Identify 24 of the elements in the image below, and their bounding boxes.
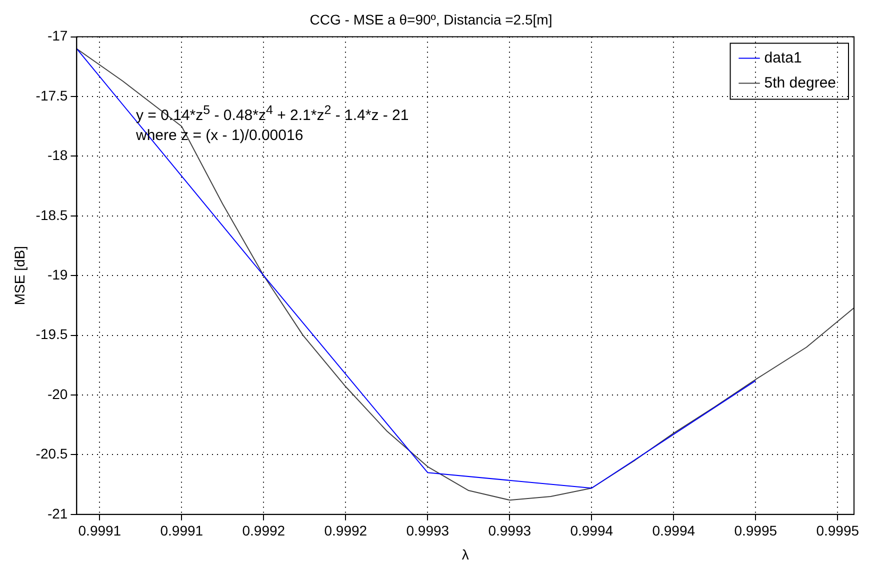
y-tick-label: -19.5	[36, 326, 68, 342]
y-axis-title: MSE [dB]	[11, 246, 28, 306]
x-tick-label: 0.9991	[160, 522, 204, 539]
y-tick-label: -18	[47, 147, 68, 164]
legend-label: 5th degree	[764, 74, 836, 92]
x-tick-label: 0.9994	[570, 522, 614, 539]
legend-label: data1	[764, 49, 802, 66]
x-tick-label: 0.9992	[324, 522, 368, 539]
y-tick-label: -20	[47, 386, 68, 402]
x-tick-label: 0.9995	[816, 522, 860, 539]
x-tick-label: 0.9992	[242, 522, 286, 539]
x-tick-label: 0.9994	[652, 522, 696, 539]
y-tick-label: -17.5	[36, 87, 68, 104]
y-tick-label: -21	[47, 505, 68, 522]
y-tick-label: -17	[47, 28, 68, 44]
x-tick-label: 0.9993	[406, 522, 450, 539]
x-axis-title: λ	[462, 546, 469, 562]
y-tick-label: -19	[47, 266, 68, 282]
chart-title: CCG - MSE a θ=90º, Distancia =2.5[m]	[310, 11, 552, 28]
y-tick-label: -18.5	[36, 206, 68, 223]
x-tick-label: 0.9993	[488, 522, 532, 539]
y-tick-label: -20.5	[36, 446, 68, 462]
x-tick-label: 0.9991	[78, 522, 122, 539]
x-tick-label: 0.9995	[734, 522, 778, 539]
